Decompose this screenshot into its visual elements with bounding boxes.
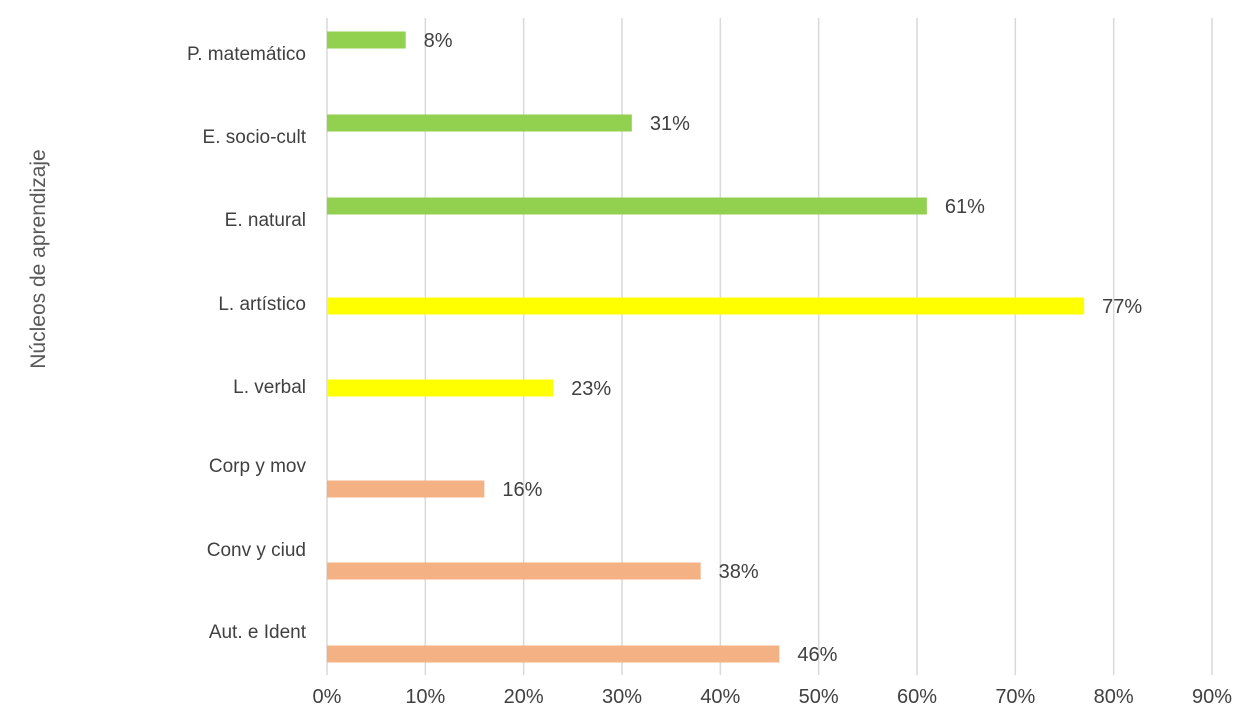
bar: [327, 562, 701, 580]
x-tick-label: 70%: [995, 686, 1035, 708]
data-labels: 8% 31% 61% 77% 23% 16% 38% 46%: [424, 30, 1143, 666]
category-label: L. artístico: [218, 294, 306, 315]
data-label: 16%: [502, 479, 542, 501]
category-label: Corp y mov: [209, 456, 307, 477]
data-label: 61%: [945, 196, 985, 218]
category-label: P. matemático: [187, 44, 306, 65]
bar: [327, 197, 927, 215]
bar: [327, 297, 1085, 315]
data-label: 38%: [719, 561, 759, 583]
category-label: Conv y ciud: [207, 540, 306, 561]
bar: [327, 114, 632, 132]
bars: [327, 31, 1085, 663]
y-axis-label: Núcleos de aprendizaje: [27, 149, 50, 368]
x-tick-label: 40%: [700, 686, 740, 708]
category-labels: P. matemático E. socio-cult E. natural L. a…: [187, 44, 307, 643]
x-tick-label: 80%: [1094, 686, 1134, 708]
x-tick-label: 10%: [405, 686, 445, 708]
bar: [327, 645, 780, 663]
x-tick-label: 30%: [602, 686, 642, 708]
x-tick-label: 0%: [313, 686, 342, 708]
category-label: E. natural: [225, 210, 306, 231]
x-tick-label: 90%: [1192, 686, 1232, 708]
x-tick-label: 60%: [897, 686, 937, 708]
data-label: 23%: [571, 378, 611, 400]
data-label: 8%: [424, 30, 453, 52]
category-label: Aut. e Ident: [209, 622, 307, 643]
x-tick-label: 50%: [799, 686, 839, 708]
data-label: 77%: [1102, 296, 1142, 318]
bar: [327, 31, 406, 49]
category-label: E. socio-cult: [203, 127, 307, 148]
x-tick-label: 20%: [504, 686, 544, 708]
category-label: L. verbal: [233, 377, 306, 398]
data-label: 31%: [650, 113, 690, 135]
data-label: 46%: [797, 644, 837, 666]
bar: [327, 480, 485, 498]
x-tick-labels: 0% 10% 20% 30% 40% 50% 60% 70% 80% 90%: [313, 686, 1233, 708]
bar: [327, 379, 554, 397]
